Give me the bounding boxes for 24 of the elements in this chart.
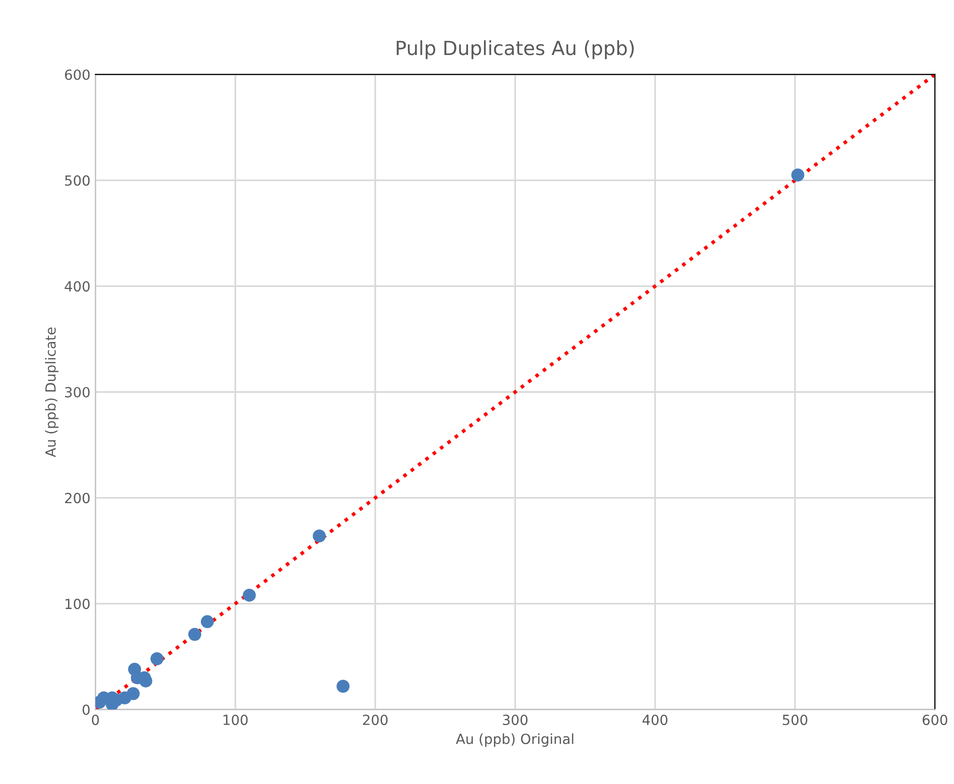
y-tick-label: 300 [65,386,90,398]
x-tick-label: 500 [782,714,808,726]
point [791,168,804,182]
x-tick-label: 100 [224,714,248,726]
y-tick-label: 600 [65,69,90,80]
y-tick-label: 400 [64,281,90,292]
y-tick-label: 200 [65,492,90,504]
x-tick-label: 300 [502,714,528,726]
chart-title: Pulp Duplicates Au (ppb) [396,40,634,60]
y-tick-label: 100 [66,598,90,610]
point [312,529,326,542]
x-axis-title: Au (ppb) Original [456,733,574,747]
x-tick-label: 400 [642,714,668,726]
point [242,588,256,602]
x-tick-label: 0 [92,714,99,726]
point [188,628,202,641]
point [336,680,350,693]
y-tick-label: 0 [82,704,90,715]
y-tick-label: 500 [65,175,90,186]
point [200,615,214,628]
point [150,652,164,666]
x-tick-label: 200 [363,714,388,726]
x-tick-label: 600 [922,714,948,726]
y-axis-title: Au (ppb) Duplicate [45,327,58,458]
